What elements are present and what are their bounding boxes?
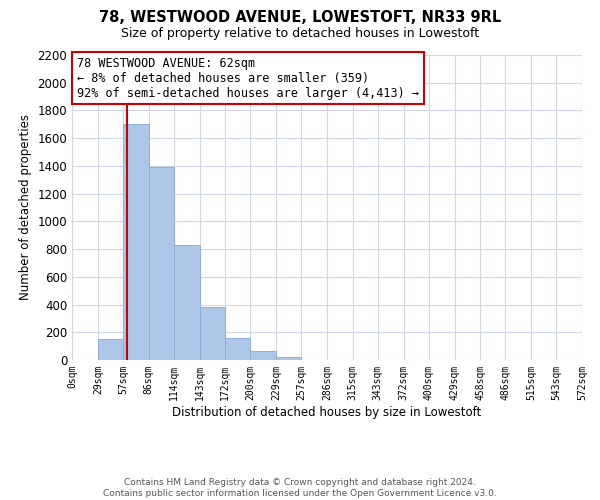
Y-axis label: Number of detached properties: Number of detached properties	[19, 114, 32, 300]
Text: 78, WESTWOOD AVENUE, LOWESTOFT, NR33 9RL: 78, WESTWOOD AVENUE, LOWESTOFT, NR33 9RL	[99, 10, 501, 25]
Bar	[149, 168, 173, 360]
Bar	[98, 338, 123, 360]
Bar	[173, 245, 199, 360]
Text: Contains HM Land Registry data © Crown copyright and database right 2024.
Contai: Contains HM Land Registry data © Crown c…	[103, 478, 497, 498]
Bar	[123, 124, 149, 360]
X-axis label: Distribution of detached houses by size in Lowestoft: Distribution of detached houses by size …	[172, 406, 482, 418]
Bar	[226, 338, 250, 360]
Bar	[250, 351, 276, 360]
Bar	[276, 356, 301, 360]
Text: Size of property relative to detached houses in Lowestoft: Size of property relative to detached ho…	[121, 28, 479, 40]
Text: 78 WESTWOOD AVENUE: 62sqm
← 8% of detached houses are smaller (359)
92% of semi-: 78 WESTWOOD AVENUE: 62sqm ← 8% of detach…	[77, 56, 419, 100]
Bar	[199, 306, 226, 360]
